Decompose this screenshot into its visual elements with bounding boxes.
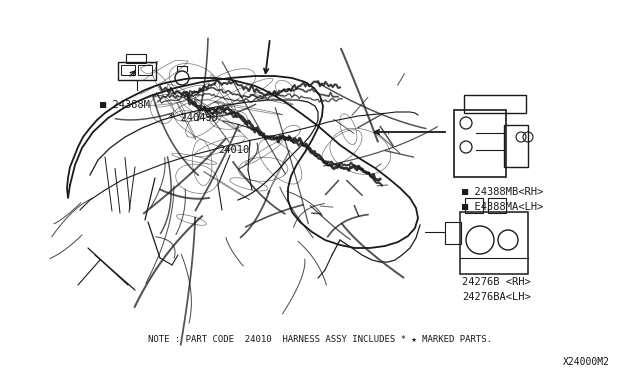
Bar <box>138 65 152 75</box>
Bar <box>488 198 506 213</box>
Bar <box>460 212 528 274</box>
Text: 24276BA<LH>: 24276BA<LH> <box>462 292 531 302</box>
Bar <box>504 125 528 167</box>
Text: ■ 24388M: ■ 24388M <box>100 100 150 110</box>
Bar <box>126 54 146 63</box>
Text: ■ 24388MB<RH>: ■ 24388MB<RH> <box>462 187 543 197</box>
Bar <box>464 95 526 113</box>
Bar <box>445 222 461 244</box>
Bar <box>121 65 135 75</box>
Bar <box>454 110 506 177</box>
Bar <box>465 198 483 213</box>
Text: 24276B <RH>: 24276B <RH> <box>462 277 531 287</box>
Text: ■ E4388MA<LH>: ■ E4388MA<LH> <box>462 202 543 212</box>
Bar <box>118 62 156 80</box>
Text: 24010: 24010 <box>218 145 249 155</box>
Text: * 24049D: * 24049D <box>168 113 218 123</box>
Text: NOTE : PART CODE  24010  HARNESS ASSY INCLUDES * ★ MARKED PARTS.: NOTE : PART CODE 24010 HARNESS ASSY INCL… <box>148 336 492 344</box>
Text: X24000M2: X24000M2 <box>563 357 610 367</box>
